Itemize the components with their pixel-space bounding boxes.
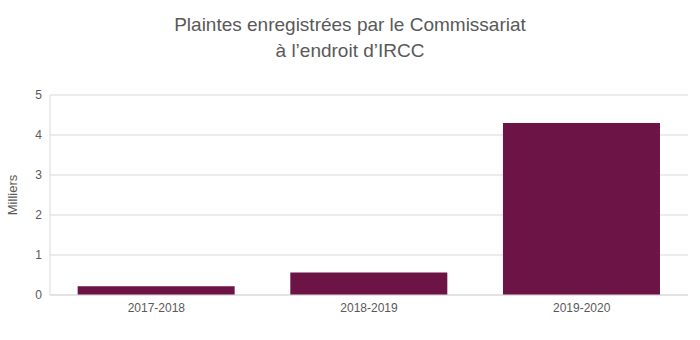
html-text:à l’endroit d’IRCC: à l’endroit d’IRCC [275,40,425,61]
svg-text:Milliers: Milliers [8,174,20,215]
svg-text:2019-2020: 2019-2020 [553,301,611,315]
svg-text:1: 1 [35,248,42,262]
html-text:Plaintes enregistrées par le C: Plaintes enregistrées par le Commissaria… [174,14,526,35]
svg-text:2017-2018: 2017-2018 [128,301,186,315]
svg-text:0: 0 [35,288,42,302]
svg-text:3: 3 [35,168,42,182]
svg-text:4: 4 [35,128,42,142]
svg-text:5: 5 [35,88,42,102]
svg-text:2018-2019: 2018-2019 [340,301,398,315]
svg-text:2: 2 [35,208,42,222]
